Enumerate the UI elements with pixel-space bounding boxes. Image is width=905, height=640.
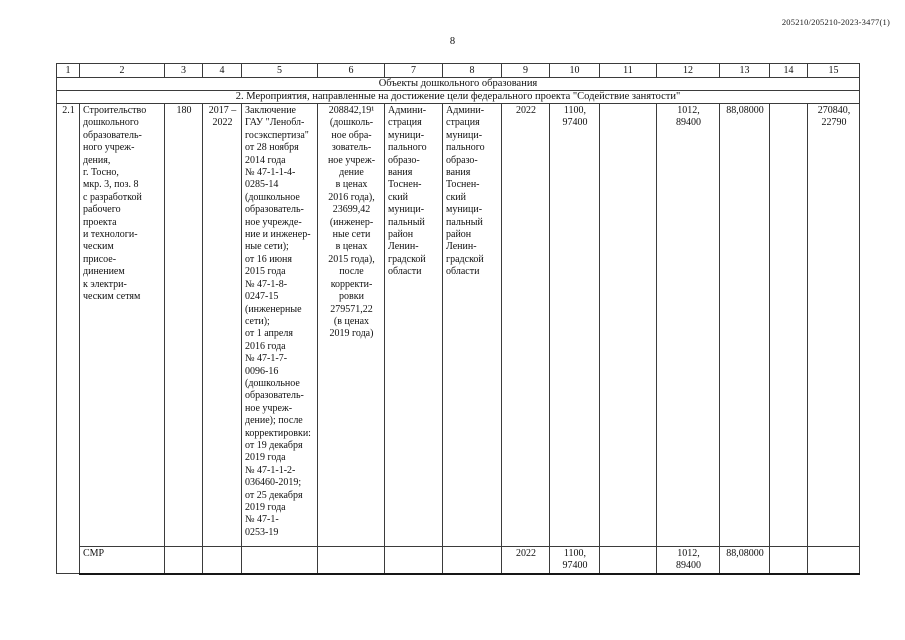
column-number-cell: 6: [317, 63, 385, 78]
empty-cell: [807, 545, 860, 575]
year-cell: 2022: [501, 103, 550, 547]
smr-percent-col13-cell: 88,08000: [719, 545, 770, 575]
empty-cell: [599, 103, 657, 547]
smr-amount-col12-cell: 1012, 89400: [656, 545, 720, 575]
column-number-cell: 15: [807, 63, 860, 78]
empty-cell: [164, 545, 203, 575]
column-number-cell: 13: [719, 63, 770, 78]
section-title: Объекты дошкольного образования: [56, 77, 860, 91]
empty-cell: [202, 545, 242, 575]
column-numbers-row: 1 2 3 4 5 6 7 8 9 10 11 12 13 14 15: [56, 63, 860, 78]
object-name-cell: Строительство дошкольного образователь- …: [79, 103, 165, 547]
developer-cell: Админи- страция муници- пального образо-…: [442, 103, 502, 547]
empty-cell: [769, 103, 808, 547]
customer-cell: Админи- страция муници- пального образо-…: [384, 103, 443, 547]
column-number-cell: 10: [549, 63, 600, 78]
column-number-cell: 4: [202, 63, 242, 78]
column-number-cell: 7: [384, 63, 443, 78]
empty-cell: [442, 545, 502, 575]
main-table: 1 2 3 4 5 6 7 8 9 10 11 12 13 14 15 Объе…: [56, 63, 860, 575]
expertise-conclusion-cell: Заключение ГАУ "Ленобл- госэкспертиза" о…: [241, 103, 318, 547]
row-number-cell: 2.1: [56, 102, 80, 575]
column-number-cell: 8: [442, 63, 502, 78]
column-number-cell: 14: [769, 63, 808, 78]
total-col15-cell: 270840, 22790: [807, 103, 860, 547]
capacity-cell: 180: [164, 103, 203, 547]
empty-cell: [384, 545, 443, 575]
subsection-title: 2. Мероприятия, направленные на достижен…: [56, 90, 860, 104]
column-number-cell: 9: [501, 63, 550, 78]
doc-number: 205210/205210-2023-3477(1): [781, 17, 890, 27]
smr-label-cell: СМР: [79, 545, 165, 575]
column-number-cell: 3: [164, 63, 203, 78]
smr-amount-col10-cell: 1100, 97400: [549, 545, 600, 575]
project-row: 2.1 Строительство дошкольного образовате…: [56, 102, 860, 575]
column-number-cell: 5: [241, 63, 318, 78]
estimated-cost-cell: 208842,19¹ (дошколь- ное обра- зователь-…: [317, 103, 385, 547]
smr-year-cell: 2022: [501, 545, 550, 575]
subsection-header-row: 2. Мероприятия, направленные на достижен…: [56, 90, 860, 104]
amount-col10-cell: 1100, 97400: [549, 103, 600, 547]
percent-col13-cell: 88,08000: [719, 103, 770, 547]
empty-cell: [769, 545, 808, 575]
column-number-cell: 2: [79, 63, 165, 78]
empty-cell: [241, 545, 318, 575]
column-number-cell: 11: [599, 63, 657, 78]
page-number: 8: [449, 36, 456, 47]
construction-years-cell: 2017 – 2022: [202, 103, 242, 547]
column-number-cell: 12: [656, 63, 720, 78]
empty-cell: [599, 545, 657, 575]
empty-cell: [317, 545, 385, 575]
amount-col12-cell: 1012, 89400: [656, 103, 720, 547]
smr-row: СМР 2022 1100, 97400 1012, 89400 88,0800…: [57, 545, 860, 575]
column-number-cell: 1: [56, 63, 80, 78]
section-header-row: Объекты дошкольного образования: [56, 77, 860, 91]
